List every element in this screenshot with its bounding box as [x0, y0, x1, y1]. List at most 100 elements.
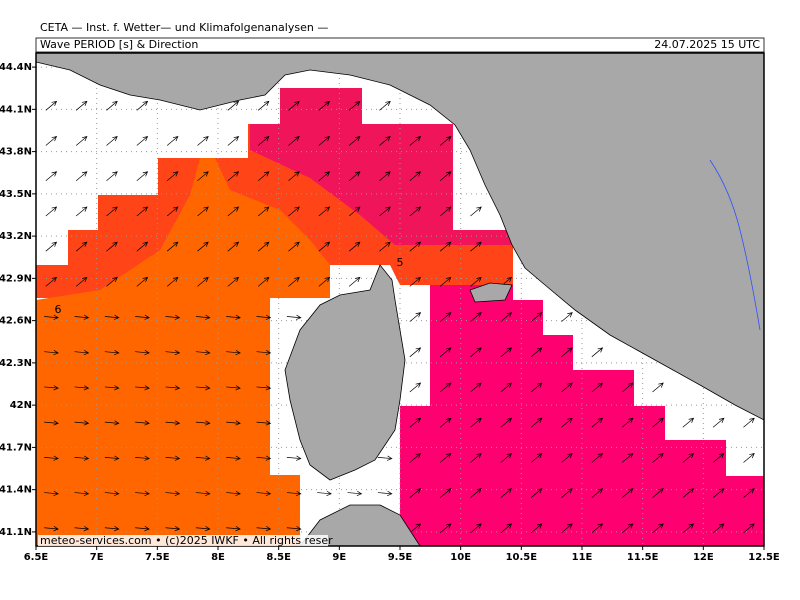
direction-arrow [44, 455, 59, 461]
direction-arrow [743, 417, 755, 428]
direction-arrow [621, 417, 634, 428]
direction-arrow [470, 523, 482, 534]
direction-arrow [75, 136, 88, 146]
direction-arrow [135, 349, 150, 356]
direction-arrow [379, 100, 391, 111]
direction-arrow [439, 347, 452, 358]
direction-arrow [318, 276, 331, 287]
direction-arrow [45, 276, 58, 287]
direction-arrow [257, 171, 270, 182]
direction-arrow [712, 417, 725, 428]
x-tick-label: 8E [211, 552, 225, 563]
direction-arrow [470, 241, 482, 252]
y-tick-label: 44.1N [0, 104, 32, 115]
y-tick-label: 42.3N [0, 358, 32, 369]
direction-arrow [104, 420, 120, 426]
direction-arrow [530, 312, 543, 322]
direction-arrow [257, 241, 270, 252]
direction-arrow [165, 455, 181, 461]
direction-arrow [470, 206, 482, 217]
direction-arrow [257, 206, 270, 217]
direction-arrow [409, 276, 422, 287]
direction-arrow [166, 206, 179, 217]
direction-arrow [348, 276, 361, 287]
direction-arrow [348, 241, 361, 252]
direction-arrow [197, 276, 209, 287]
direction-arrow [409, 206, 422, 217]
direction-arrow [318, 171, 331, 182]
direction-arrow [106, 206, 118, 217]
direction-arrow [257, 136, 270, 146]
direction-arrow [470, 347, 482, 358]
direction-arrow [75, 276, 88, 287]
y-tick-label: 41.7N [0, 442, 32, 453]
direction-arrow [439, 452, 452, 463]
direction-arrow [439, 206, 452, 217]
contour-label: 6 [55, 303, 62, 316]
direction-arrow [227, 171, 240, 182]
direction-arrow [530, 523, 543, 534]
direction-arrow [106, 241, 118, 252]
direction-arrow [621, 488, 634, 498]
direction-arrow [104, 314, 120, 320]
direction-arrow [257, 100, 270, 111]
direction-arrow [135, 420, 150, 426]
x-tick-label: 12E [693, 552, 714, 563]
direction-arrow [286, 314, 302, 320]
direction-arrow [652, 417, 664, 428]
direction-arrow [591, 488, 604, 498]
direction-arrow [591, 417, 604, 428]
direction-arrow [318, 206, 331, 217]
direction-arrow [256, 385, 272, 391]
y-tick-label: 43.2N [0, 231, 32, 242]
direction-arrow [439, 523, 452, 534]
direction-arrow [379, 241, 391, 252]
direction-arrow [197, 136, 209, 146]
y-tick-label: 41.1N [0, 527, 32, 538]
direction-arrow [409, 171, 422, 182]
direction-arrow [470, 382, 482, 393]
direction-arrow [500, 452, 513, 463]
direction-arrow [106, 100, 118, 111]
y-tick-label: 43.8N [0, 147, 32, 158]
direction-arrow [288, 100, 300, 111]
direction-arrow [104, 455, 120, 461]
x-tick-label: 8.5E [266, 552, 291, 563]
y-tick-label: 42.6N [0, 316, 32, 327]
direction-arrow [500, 312, 513, 322]
direction-arrow [439, 488, 452, 498]
direction-arrow [530, 452, 543, 463]
direction-arrow [136, 206, 149, 217]
direction-arrow [500, 347, 513, 358]
direction-arrow [195, 455, 211, 461]
direction-arrow [409, 136, 422, 146]
direction-arrow [439, 312, 452, 322]
direction-arrow [347, 490, 363, 496]
x-tick-label: 10E [450, 552, 471, 563]
direction-arrow [682, 488, 695, 498]
direction-arrow [226, 490, 241, 496]
contour-label: 5 [397, 256, 404, 269]
direction-arrow [409, 312, 422, 322]
direction-arrow [743, 452, 755, 463]
direction-arrow [135, 385, 150, 391]
land [469, 282, 513, 303]
direction-arrow [379, 171, 391, 182]
direction-arrow [44, 385, 59, 391]
direction-arrow [652, 488, 664, 498]
direction-arrow [165, 420, 181, 426]
direction-arrow [165, 490, 181, 496]
direction-arrow [439, 417, 452, 428]
y-tick-label: 43.5N [0, 189, 32, 200]
direction-arrow [561, 452, 573, 463]
direction-arrow [712, 452, 725, 463]
direction-arrow [166, 171, 179, 182]
land [36, 53, 764, 421]
direction-arrow [470, 417, 482, 428]
direction-arrow [561, 382, 573, 393]
direction-arrow [652, 523, 664, 534]
direction-arrow [136, 136, 149, 146]
direction-arrow [712, 523, 725, 534]
direction-arrow [256, 526, 272, 532]
x-tick-label: 10.5E [506, 552, 538, 563]
